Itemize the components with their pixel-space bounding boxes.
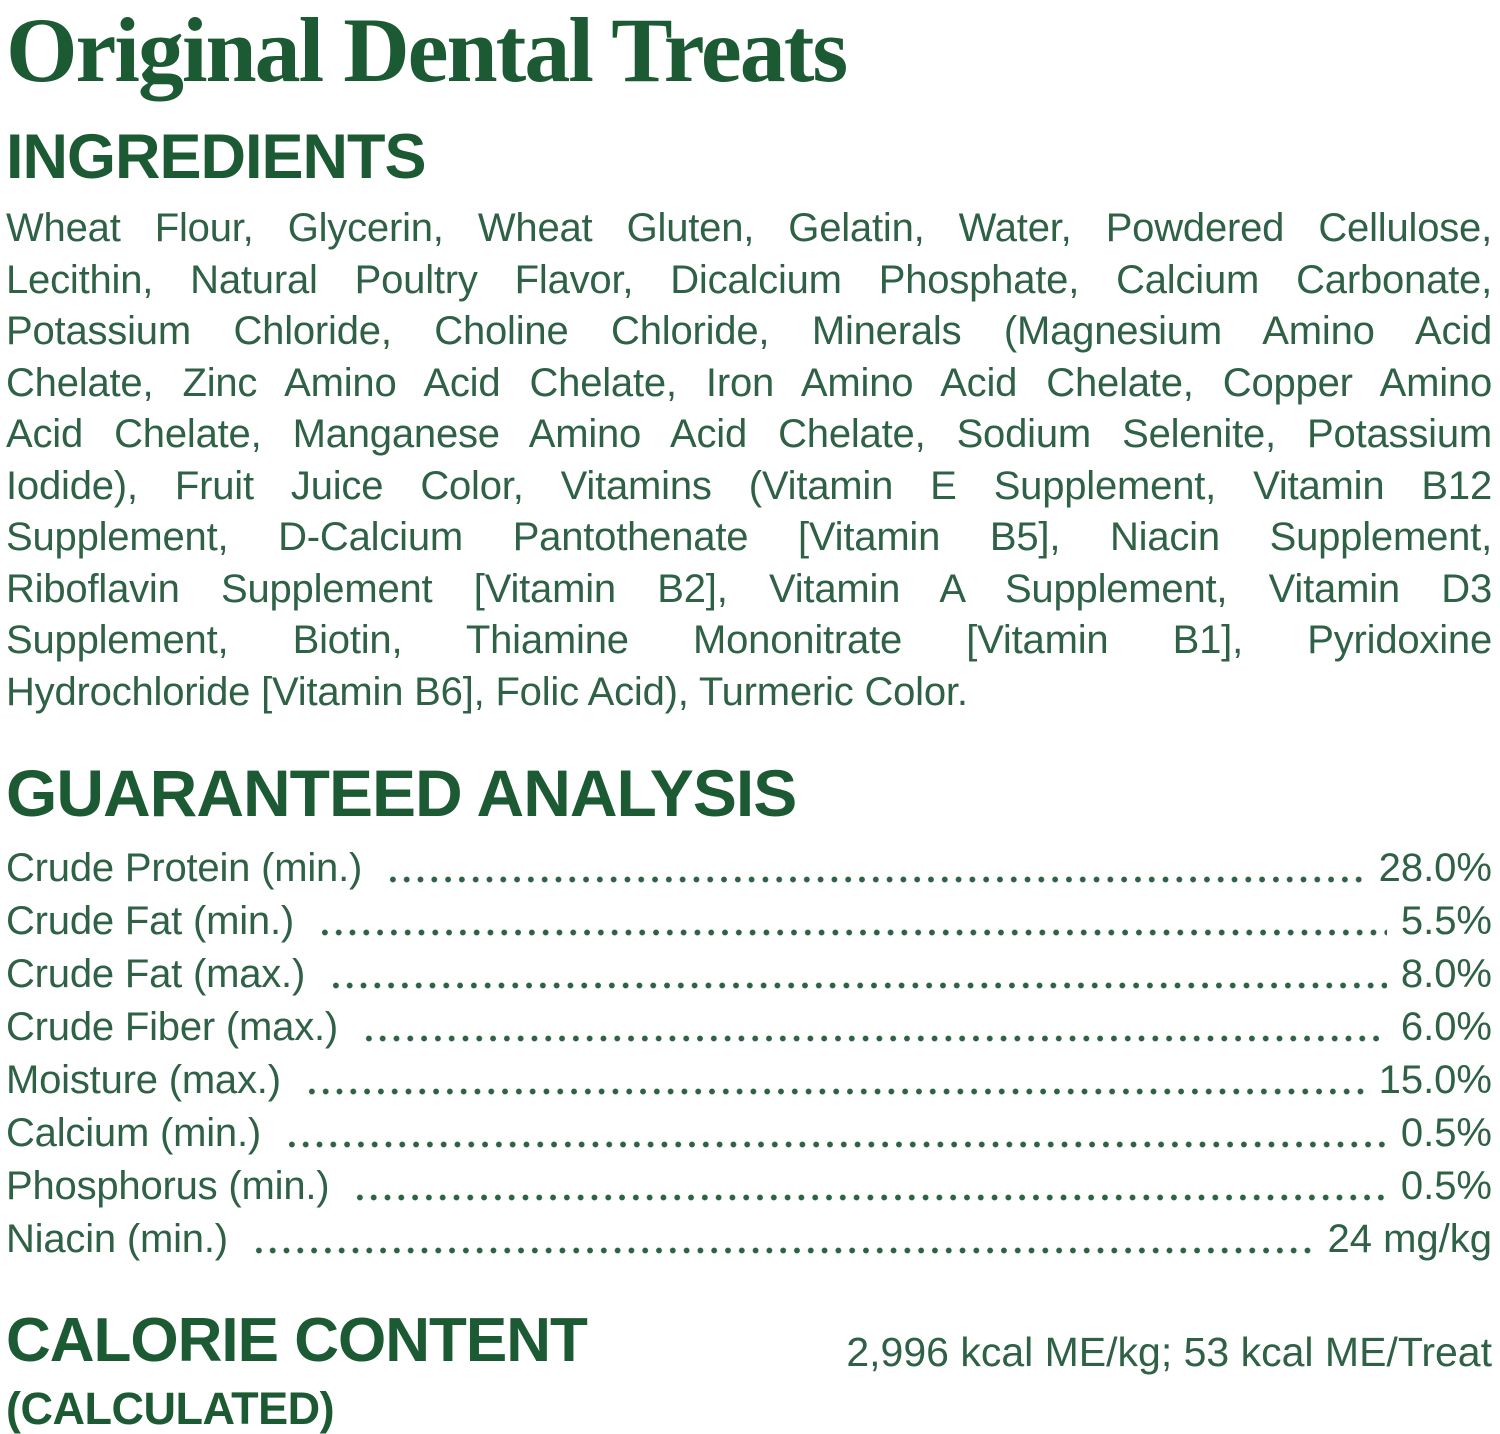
analysis-row: Crude Fiber (max.) 6.0% [6, 1001, 1492, 1054]
analysis-value: 0.5% [1400, 1164, 1492, 1208]
analysis-value: 6.0% [1400, 1005, 1492, 1049]
dot-leader [353, 1160, 1387, 1213]
analysis-row: Moisture (max.) 15.0% [6, 1054, 1492, 1107]
analysis-value: 28.0% [1378, 846, 1492, 890]
analysis-value: 24 mg/kg [1327, 1217, 1492, 1261]
analysis-value: 8.0% [1400, 952, 1492, 996]
ingredients-line: Supplement, D-Calcium Pantothenate [Vita… [6, 515, 1492, 559]
analysis-value: 15.0% [1378, 1058, 1492, 1102]
ingredients-line: Wheat Flour, Glycerin, Wheat Gluten, Gel… [6, 206, 1492, 250]
dot-leader [285, 1107, 1387, 1160]
analysis-nutrient-label: Phosphorus (min.) [6, 1164, 330, 1208]
analysis-nutrient-label: Crude Fat (max.) [6, 952, 306, 996]
dot-leader [317, 895, 1387, 948]
analysis-row: Calcium (min.) 0.5% [6, 1107, 1492, 1160]
ingredients-paragraph: Wheat Flour, Glycerin, Wheat Gluten, Gel… [6, 203, 1492, 718]
guaranteed-analysis-table: Crude Protein (min.) 28.0% Crude Fat (mi… [6, 842, 1492, 1266]
ingredients-line: Iodide), Fruit Juice Color, Vitamins (Vi… [6, 463, 1492, 508]
analysis-nutrient-label: Niacin (min.) [6, 1217, 228, 1261]
calorie-content-section: CALORIE CONTENT (CALCULATED) 2,996 kcal … [6, 1306, 1492, 1434]
analysis-row: Crude Protein (min.) 28.0% [6, 842, 1492, 895]
calorie-content-value: 2,996 kcal ME/kg; 53 kcal ME/Treat [846, 1329, 1492, 1375]
dot-leader [304, 1054, 1365, 1107]
calorie-content-headings: CALORIE CONTENT (CALCULATED) [6, 1306, 588, 1434]
ingredients-line: Riboflavin Supplement [Vitamin B2], Vita… [6, 566, 1492, 611]
analysis-row: Crude Fat (max.) 8.0% [6, 948, 1492, 1001]
analysis-nutrient-label: Crude Fat (min.) [6, 899, 294, 943]
analysis-nutrient-label: Crude Fiber (max.) [6, 1005, 339, 1049]
dot-leader [362, 1001, 1387, 1054]
analysis-nutrient-label: Crude Protein (min.) [6, 846, 363, 890]
ingredients-line: Chelate, Zinc Amino Acid Chelate, Iron A… [6, 360, 1492, 405]
ingredients-line: Supplement, Biotin, Thiamine Mononitrate… [6, 618, 1492, 662]
analysis-value: 5.5% [1400, 899, 1492, 943]
guaranteed-analysis-heading: GUARANTEED ANALYSIS [6, 756, 797, 830]
analysis-row: Crude Fat (min.) 5.5% [6, 895, 1492, 948]
ingredients-line: Lecithin, Natural Poultry Flavor, Dicalc… [6, 257, 1492, 302]
ingredients-line: Potassium Chloride, Choline Chloride, Mi… [6, 309, 1492, 353]
analysis-row: Niacin (min.) 24 mg/kg [6, 1213, 1492, 1266]
analysis-nutrient-label: Moisture (max.) [6, 1058, 281, 1102]
product-title: Original Dental Treats [6, 0, 848, 101]
analysis-nutrient-label: Calcium (min.) [6, 1111, 261, 1155]
calorie-content-heading: CALORIE CONTENT [6, 1306, 588, 1375]
dot-leader [251, 1213, 1314, 1266]
ingredients-line: Acid Chelate, Manganese Amino Acid Chela… [6, 412, 1492, 456]
ingredients-line: Hydrochloride [Vitamin B6], Folic Acid),… [6, 669, 968, 714]
ingredients-heading: INGREDIENTS [6, 122, 427, 192]
calorie-content-subheading: (CALCULATED) [6, 1383, 335, 1434]
dot-leader [386, 842, 1365, 895]
analysis-row: Phosphorus (min.) 0.5% [6, 1160, 1492, 1213]
dot-leader [329, 948, 1387, 1001]
analysis-value: 0.5% [1400, 1111, 1492, 1155]
